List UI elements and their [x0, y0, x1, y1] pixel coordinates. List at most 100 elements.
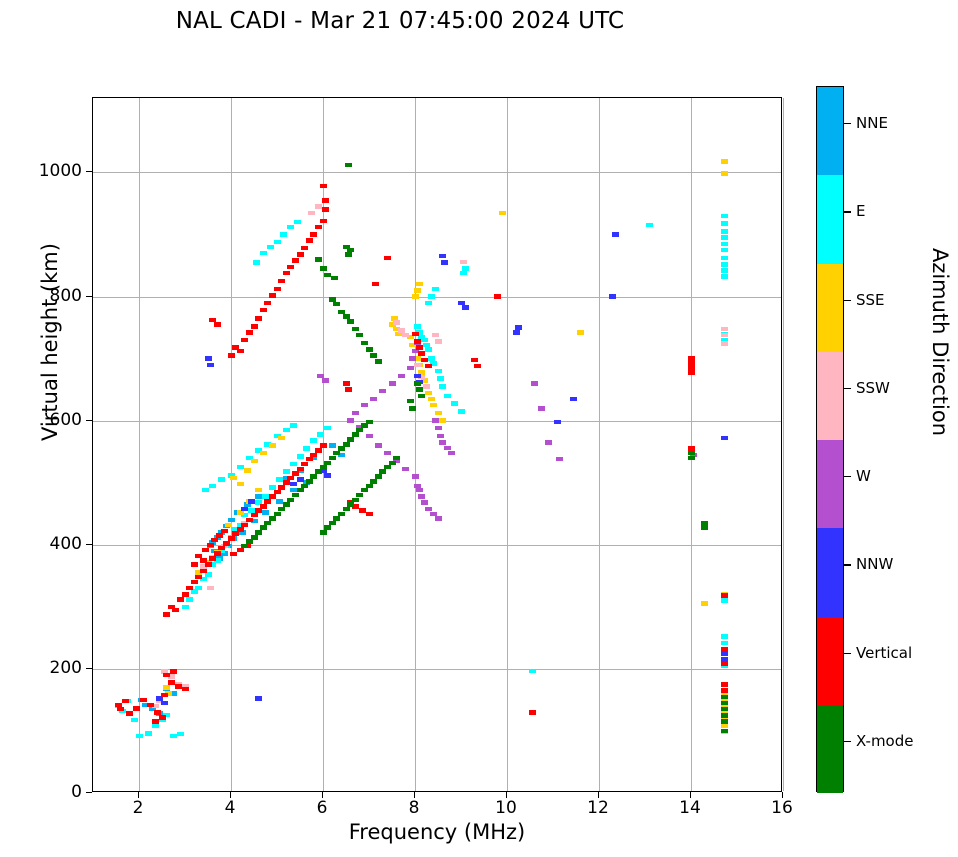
data-point — [429, 511, 437, 516]
data-point — [296, 252, 304, 257]
colorbar-segment-x-mode[interactable] — [817, 704, 843, 793]
data-point — [278, 278, 286, 284]
data-point — [170, 691, 177, 696]
data-point — [356, 332, 364, 338]
data-point — [186, 597, 194, 602]
data-point — [425, 300, 433, 306]
gridline-vertical — [507, 98, 508, 791]
data-point — [121, 698, 129, 704]
data-point — [429, 402, 437, 408]
colorbar-title: Azimuth Direction — [928, 247, 952, 437]
data-point — [236, 481, 244, 487]
data-point — [289, 461, 297, 467]
colorbar-segment-nnw[interactable] — [817, 528, 843, 617]
data-point — [195, 570, 203, 575]
data-point — [337, 309, 345, 315]
data-point — [720, 719, 728, 724]
data-point — [160, 669, 168, 674]
colorbar-segment-nne[interactable] — [817, 87, 843, 176]
data-point — [280, 232, 288, 237]
data-point — [423, 384, 430, 389]
data-point — [255, 696, 263, 701]
data-point — [383, 464, 391, 470]
data-point — [413, 356, 421, 361]
data-point — [245, 539, 253, 544]
data-point — [321, 207, 329, 212]
data-point — [163, 685, 171, 690]
data-point — [351, 504, 359, 509]
data-point — [163, 672, 171, 678]
data-point — [294, 219, 302, 225]
colorbar-segment-e[interactable] — [817, 175, 843, 264]
data-point — [317, 432, 325, 437]
data-point — [209, 556, 217, 561]
data-point — [416, 487, 424, 493]
data-point — [167, 604, 175, 610]
data-point — [528, 710, 536, 715]
data-point — [720, 598, 728, 603]
colorbar-segment-ssw[interactable] — [817, 351, 843, 440]
gridline-horizontal — [93, 172, 781, 174]
data-point — [314, 469, 322, 474]
data-point — [255, 508, 263, 513]
data-point — [319, 218, 327, 224]
colorbar-tick — [844, 211, 851, 213]
data-point — [720, 593, 728, 598]
data-point — [151, 703, 159, 709]
data-point — [190, 579, 198, 585]
data-point — [720, 646, 728, 652]
data-point — [720, 713, 728, 718]
colorbar-tick — [844, 652, 851, 654]
data-point — [416, 387, 424, 392]
colorbar[interactable] — [816, 86, 844, 793]
gridline-vertical — [415, 98, 416, 791]
colorbar-segment-vertical[interactable] — [817, 616, 843, 705]
data-point — [282, 427, 290, 433]
data-point — [213, 551, 221, 556]
data-point — [282, 480, 290, 485]
data-point — [324, 272, 332, 278]
data-point — [512, 330, 520, 335]
data-point — [418, 494, 426, 499]
data-point — [275, 477, 283, 482]
data-point — [319, 468, 327, 473]
data-point — [390, 316, 398, 321]
data-point — [701, 520, 709, 526]
x-axis-tick-label: 12 — [587, 798, 609, 818]
plot-area[interactable] — [92, 97, 784, 792]
data-point — [321, 198, 329, 203]
colorbar-segment-w[interactable] — [817, 440, 843, 529]
data-point — [236, 547, 244, 552]
x-axis-tick — [322, 792, 323, 798]
data-point — [296, 487, 304, 493]
data-point — [308, 210, 315, 216]
data-point — [531, 381, 539, 386]
data-point — [720, 332, 728, 338]
data-point — [241, 506, 249, 512]
y-axis-tick-label: 600 — [49, 409, 82, 430]
data-point — [314, 448, 322, 453]
data-point — [248, 508, 256, 513]
data-point — [347, 502, 355, 507]
data-point — [289, 481, 297, 487]
data-point — [374, 443, 382, 448]
data-point — [264, 520, 272, 526]
data-point — [236, 348, 244, 354]
data-point — [126, 711, 134, 716]
data-point — [250, 512, 258, 518]
data-point — [425, 363, 433, 369]
data-point — [319, 443, 327, 448]
data-point — [347, 418, 355, 423]
data-point — [324, 425, 332, 431]
colorbar-segment-sse[interactable] — [817, 263, 843, 352]
data-point — [170, 733, 177, 739]
data-point — [436, 376, 444, 381]
data-point — [158, 715, 166, 720]
data-point — [144, 731, 152, 736]
data-point — [273, 511, 281, 516]
data-point — [388, 322, 396, 327]
data-point — [199, 558, 207, 563]
data-point — [317, 373, 325, 379]
data-point — [255, 500, 263, 505]
